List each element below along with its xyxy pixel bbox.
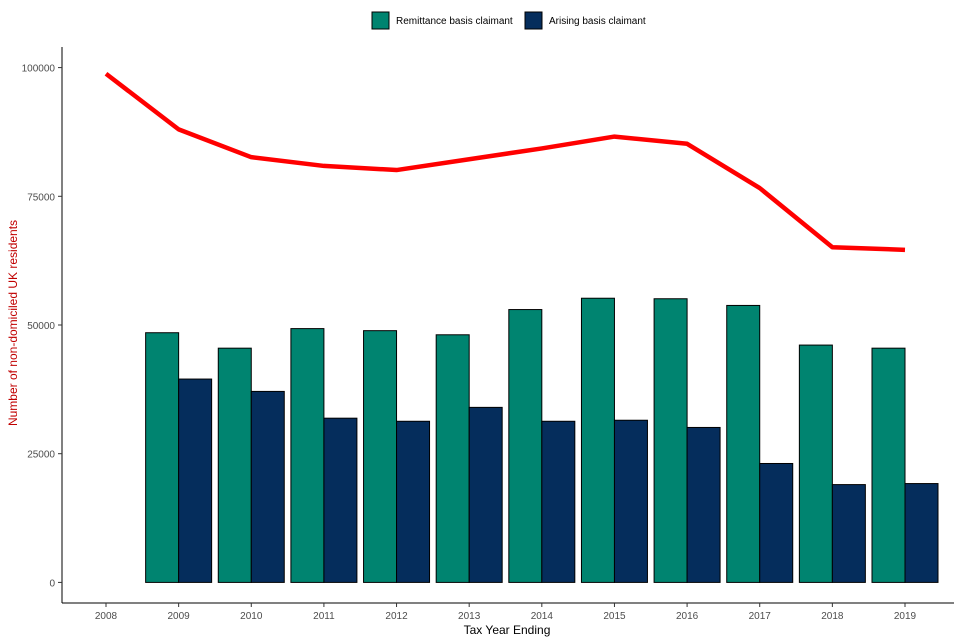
bar-arising [250,390,285,583]
bar-remittance [290,328,325,583]
bar-remittance [798,344,833,583]
bar-arising [831,484,866,583]
x-tick-label: 2013 [458,611,481,622]
y-tick-label: 100000 [22,64,56,75]
axes: 0 25000 50000 75000 100000 2008 2009 2010 2011 20… [22,47,954,622]
x-tick-label: 2010 [240,611,263,622]
bar-remittance [726,304,761,583]
y-tick-label: 25000 [27,450,55,461]
x-tick-label: 2019 [894,611,917,622]
series-line [104,71,906,253]
x-tick-label: 2015 [603,611,626,622]
legend-label: Remittance basis claimant [396,16,513,27]
x-tick-label: 2012 [385,611,408,622]
bar-arising [686,426,721,583]
bar-arising [613,419,648,583]
bar-arising [323,417,358,583]
bar-remittance [435,334,470,583]
bar-remittance [653,298,688,583]
bar-arising [396,420,431,583]
bar-remittance [145,332,180,583]
y-axis-title: Number of non-domiciled UK residents [6,220,20,426]
x-axis-title: Tax Year Ending [464,623,551,637]
x-tick-label: 2009 [168,611,191,622]
x-tick-label: 2018 [821,611,844,622]
y-tick-label: 50000 [27,321,55,332]
bar-remittance [508,309,543,583]
x-tick-label: 2014 [531,611,554,622]
bar-arising [904,483,939,583]
bar-arising [178,378,213,583]
bar-arising [759,462,794,583]
x-tick-label: 2008 [95,611,118,622]
bar-remittance [217,347,252,583]
legend-swatch [524,11,543,30]
legend-label: Arising basis claimant [549,16,646,27]
legend-swatch [371,11,390,30]
bar-remittance [580,297,615,583]
line-layer [104,71,906,253]
bar-arising [541,420,576,583]
bar-remittance [363,330,398,583]
bars [145,297,939,583]
x-tick-label: 2011 [313,611,335,622]
x-tick-label: 2016 [676,611,699,622]
y-tick-label: 0 [49,578,55,589]
x-tick-label: 2017 [749,611,772,622]
y-tick-label: 75000 [27,192,55,203]
legend: Remittance basis claimant Arising basis c… [371,11,646,30]
bar-arising [468,406,503,583]
bar-remittance [871,347,906,583]
